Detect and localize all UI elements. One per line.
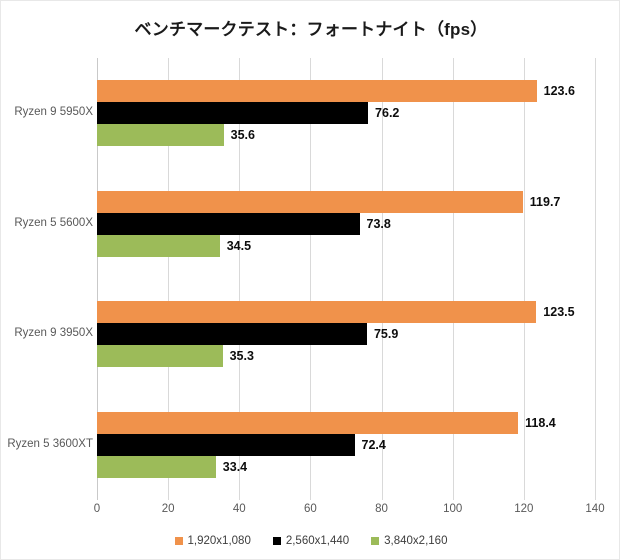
plot-area: 123.6 76.2 35.6 119.7 73.8 34.5 123.5 75.9 35.3 1… xyxy=(97,58,596,500)
x-tick-80: 80 xyxy=(375,503,388,515)
legend-label: 2,560x1,440 xyxy=(285,535,350,547)
bar-group: 123.5 75.9 35.3 xyxy=(97,301,595,368)
bar-row: 75.9 xyxy=(97,323,595,346)
bar-value-label: 34.5 xyxy=(226,238,252,253)
bar-value-label: 123.5 xyxy=(543,305,575,320)
bar-group: 118.4 72.4 33.4 xyxy=(97,411,595,478)
x-tick-100: 100 xyxy=(443,503,463,515)
bar-row: 123.6 xyxy=(97,80,595,103)
gridline-140 xyxy=(595,58,596,500)
bar-row: 35.6 xyxy=(97,124,595,147)
bar[interactable] xyxy=(97,80,537,103)
bar-value-label: 76.2 xyxy=(375,106,400,121)
bar-group: 123.6 76.2 35.6 xyxy=(97,80,595,147)
bar-value-label: 35.6 xyxy=(230,128,255,143)
bar[interactable] xyxy=(97,323,367,346)
x-tick-20: 20 xyxy=(161,503,175,515)
bar-row: 35.3 xyxy=(97,345,595,368)
x-axis-tick-labels: 0 20 40 60 80 100 120 140 xyxy=(1,503,620,523)
gridline-20 xyxy=(168,58,170,500)
gridline-40 xyxy=(239,58,241,500)
bar-row: 76.2 xyxy=(97,102,595,125)
bar[interactable] xyxy=(97,102,369,125)
legend-item[interactable]: 3,840x2,160 xyxy=(371,535,447,547)
bar[interactable] xyxy=(97,190,523,213)
bar-row: 119.7 xyxy=(97,190,595,213)
bar-value-label: 35.3 xyxy=(229,349,254,364)
x-tick-60: 60 xyxy=(304,503,317,515)
chart-legend: 1,920x1,080 2,560x1,440 3,840x2,160 xyxy=(1,535,620,547)
bar-value-label: 119.7 xyxy=(529,194,561,209)
legend-item[interactable]: 2,560x1,440 xyxy=(272,535,350,547)
bar[interactable] xyxy=(97,345,223,368)
x-tick-120: 120 xyxy=(514,503,534,515)
bar-row: 34.5 xyxy=(97,234,595,257)
bar-row: 72.4 xyxy=(97,433,595,456)
bar-value-label: 72.4 xyxy=(361,437,386,452)
legend-swatch-icon xyxy=(371,537,380,545)
bar[interactable] xyxy=(97,124,224,147)
bar-value-label: 123.6 xyxy=(543,84,575,99)
bar-row: 33.4 xyxy=(97,455,595,478)
chart-title: ベンチマークテスト：フォートナイト（fps） xyxy=(134,20,488,39)
bar[interactable] xyxy=(97,433,355,456)
y-axis-label: Ryzen 5 3600XT xyxy=(7,437,93,450)
x-tick-40: 40 xyxy=(232,503,246,515)
bar[interactable] xyxy=(97,212,360,235)
y-axis-label: Ryzen 9 5950X xyxy=(14,106,93,119)
legend-swatch-icon xyxy=(272,537,281,545)
y-axis-label: Ryzen 5 5600X xyxy=(14,216,93,229)
x-tick-140: 140 xyxy=(585,503,605,515)
bar[interactable] xyxy=(97,301,537,324)
bar[interactable] xyxy=(97,234,220,257)
bar[interactable] xyxy=(97,455,216,478)
legend-swatch-icon xyxy=(174,537,183,545)
bar-value-label: 118.4 xyxy=(525,415,556,430)
bar-value-label: 33.4 xyxy=(222,459,248,474)
bar-group: 119.7 73.8 34.5 xyxy=(97,190,595,257)
y-axis-category-labels: Ryzen 9 5950X Ryzen 5 5600X Ryzen 9 3950X R… xyxy=(1,58,93,500)
bar-row: 118.4 xyxy=(97,411,595,434)
gridline-100 xyxy=(452,58,454,500)
legend-item[interactable]: 1,920x1,080 xyxy=(174,535,251,547)
gridline-120 xyxy=(523,58,525,500)
legend-label: 3,840x2,160 xyxy=(384,535,448,547)
gridline-80 xyxy=(381,58,383,500)
bar[interactable] xyxy=(97,411,519,434)
gridline-0 xyxy=(97,58,98,500)
legend-label: 1,920x1,080 xyxy=(187,535,251,547)
bar-row: 123.5 xyxy=(97,301,595,324)
bar-value-label: 73.8 xyxy=(366,216,391,231)
x-tick-0: 0 xyxy=(93,503,101,515)
bar-row: 73.8 xyxy=(97,212,595,235)
y-axis-label: Ryzen 9 3950X xyxy=(14,327,93,340)
bar-value-label: 75.9 xyxy=(373,327,399,342)
gridline-60 xyxy=(310,58,312,500)
